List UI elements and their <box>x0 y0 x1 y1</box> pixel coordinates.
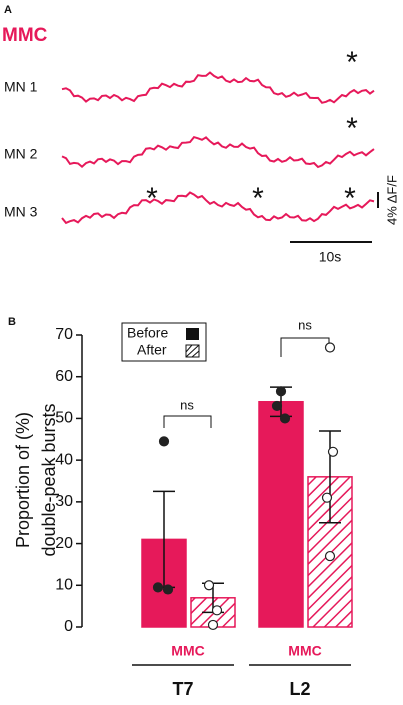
bracket <box>280 337 330 357</box>
data-point <box>324 550 336 562</box>
legend-hatch <box>185 344 200 358</box>
scale-label: 10s <box>319 249 342 265</box>
legend-swatch <box>186 328 199 340</box>
data-point <box>321 492 333 503</box>
y-tick-label: 0 <box>64 618 73 635</box>
marker: * <box>146 182 158 215</box>
marker: * <box>346 112 358 145</box>
scale-label: 4% ΔF/F <box>384 175 399 225</box>
y-tick-label: 40 <box>55 451 73 468</box>
row-label: MN 3 <box>4 204 38 220</box>
y-tick-label: 60 <box>55 368 73 385</box>
legend-label: After <box>137 342 167 358</box>
y-tick-label: 70 <box>55 326 73 343</box>
data-point <box>207 619 219 631</box>
data-point <box>327 446 339 457</box>
group-label: L2 <box>289 679 310 699</box>
error-bar <box>319 430 341 524</box>
y-tick-label: 10 <box>55 577 73 594</box>
marker: * <box>252 182 264 215</box>
group-label: T7 <box>172 679 193 699</box>
category-label: MMC <box>288 643 321 659</box>
marker: * <box>344 182 356 215</box>
trace <box>61 191 375 225</box>
y-tick-label: 30 <box>55 493 73 510</box>
data-point <box>152 582 164 593</box>
row-label: MN 2 <box>4 146 38 162</box>
trace <box>61 135 375 169</box>
y-tick-label: 50 <box>55 410 73 427</box>
data-point <box>203 580 215 591</box>
trace <box>61 71 375 104</box>
bar <box>258 400 304 628</box>
marker: * <box>346 46 358 79</box>
traces <box>61 71 375 225</box>
panel-title: MMC <box>2 25 48 46</box>
bracket <box>163 415 212 428</box>
y-label: Proportion of (%) <box>13 412 33 548</box>
significance: ns <box>180 397 194 412</box>
category-label: MMC <box>171 643 204 659</box>
data-point <box>275 386 287 397</box>
data-point <box>158 436 170 447</box>
significance: ns <box>298 317 312 332</box>
legend-label: Before <box>127 325 168 341</box>
data-point <box>324 342 336 353</box>
row-label: MN 1 <box>4 79 38 95</box>
y-tick-label: 20 <box>55 535 73 552</box>
data-point <box>162 584 174 595</box>
data-point <box>279 413 291 424</box>
panel-label: B <box>8 316 16 328</box>
panel-label: A <box>4 4 12 16</box>
data-point <box>271 400 283 412</box>
y-label: double-peak bursts <box>39 403 59 556</box>
data-point <box>211 605 223 616</box>
